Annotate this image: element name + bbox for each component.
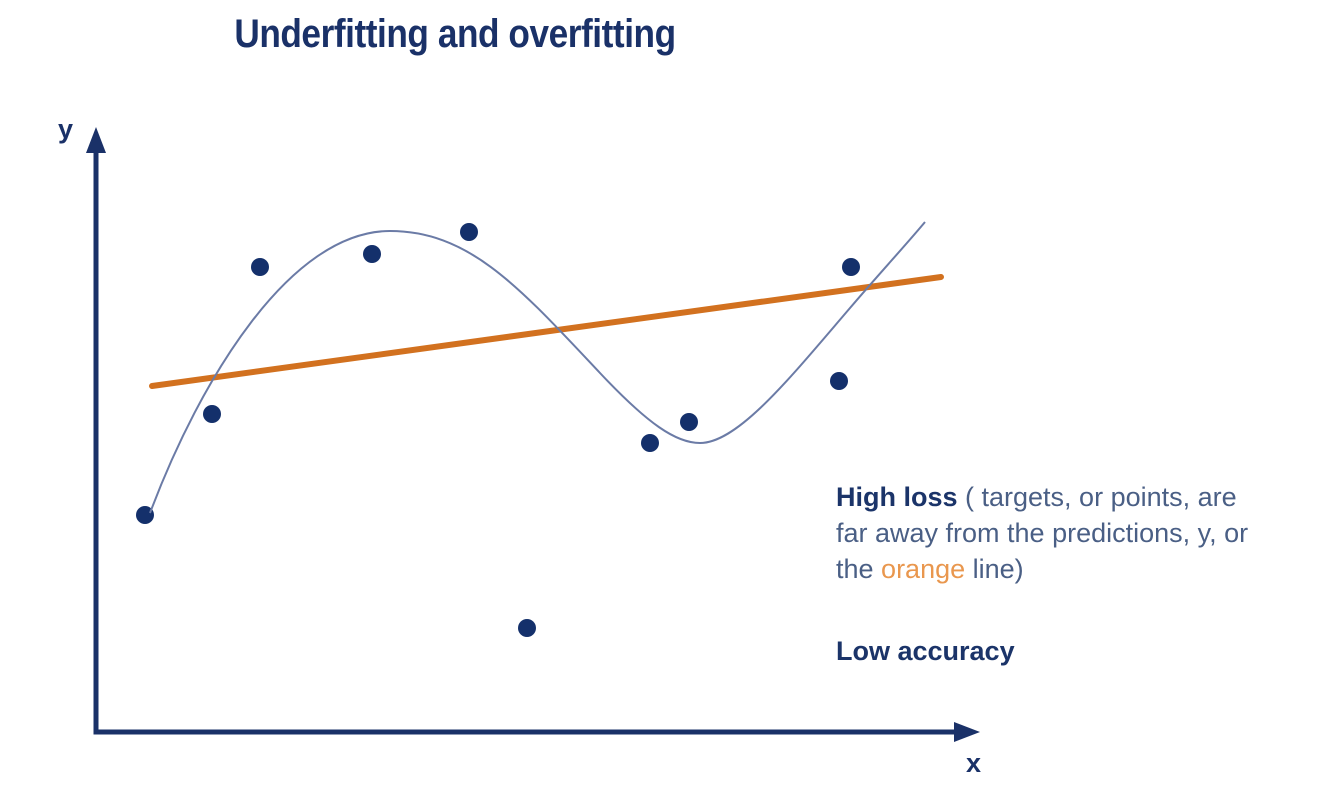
high-loss-line1: High loss ( targets, or points, are <box>836 479 1248 515</box>
high-loss-line2: far away from the predictions, y, or <box>836 518 1249 548</box>
data-point <box>460 223 478 241</box>
data-point <box>136 506 154 524</box>
data-point <box>363 245 381 263</box>
y-axis-label: y <box>58 114 74 144</box>
line3-post: line) <box>965 554 1024 584</box>
data-point <box>842 258 860 276</box>
line3-pre: the <box>836 554 882 584</box>
data-point <box>830 372 848 390</box>
x-axis-arrowhead-icon <box>954 722 980 742</box>
fitted-curve <box>149 221 926 514</box>
high-loss-line1-rest: ( targets, or points, are <box>957 482 1237 512</box>
high-loss-label: High loss <box>836 482 958 512</box>
annotation-block: High loss ( targets, or points, are far … <box>836 479 1248 669</box>
x-axis-label: x <box>966 748 982 778</box>
linear-prediction-line <box>149 274 944 389</box>
data-point <box>518 619 536 637</box>
page-title: Underfitting and overfitting <box>234 12 676 56</box>
data-point <box>251 258 269 276</box>
high-loss-line3: the orange line) <box>836 551 1248 587</box>
y-axis-arrowhead-icon <box>86 127 106 153</box>
orange-word: orange <box>881 554 966 584</box>
data-point <box>641 434 659 452</box>
data-point <box>203 405 221 423</box>
low-accuracy-label: Low accuracy <box>836 636 1015 666</box>
data-point <box>680 413 698 431</box>
